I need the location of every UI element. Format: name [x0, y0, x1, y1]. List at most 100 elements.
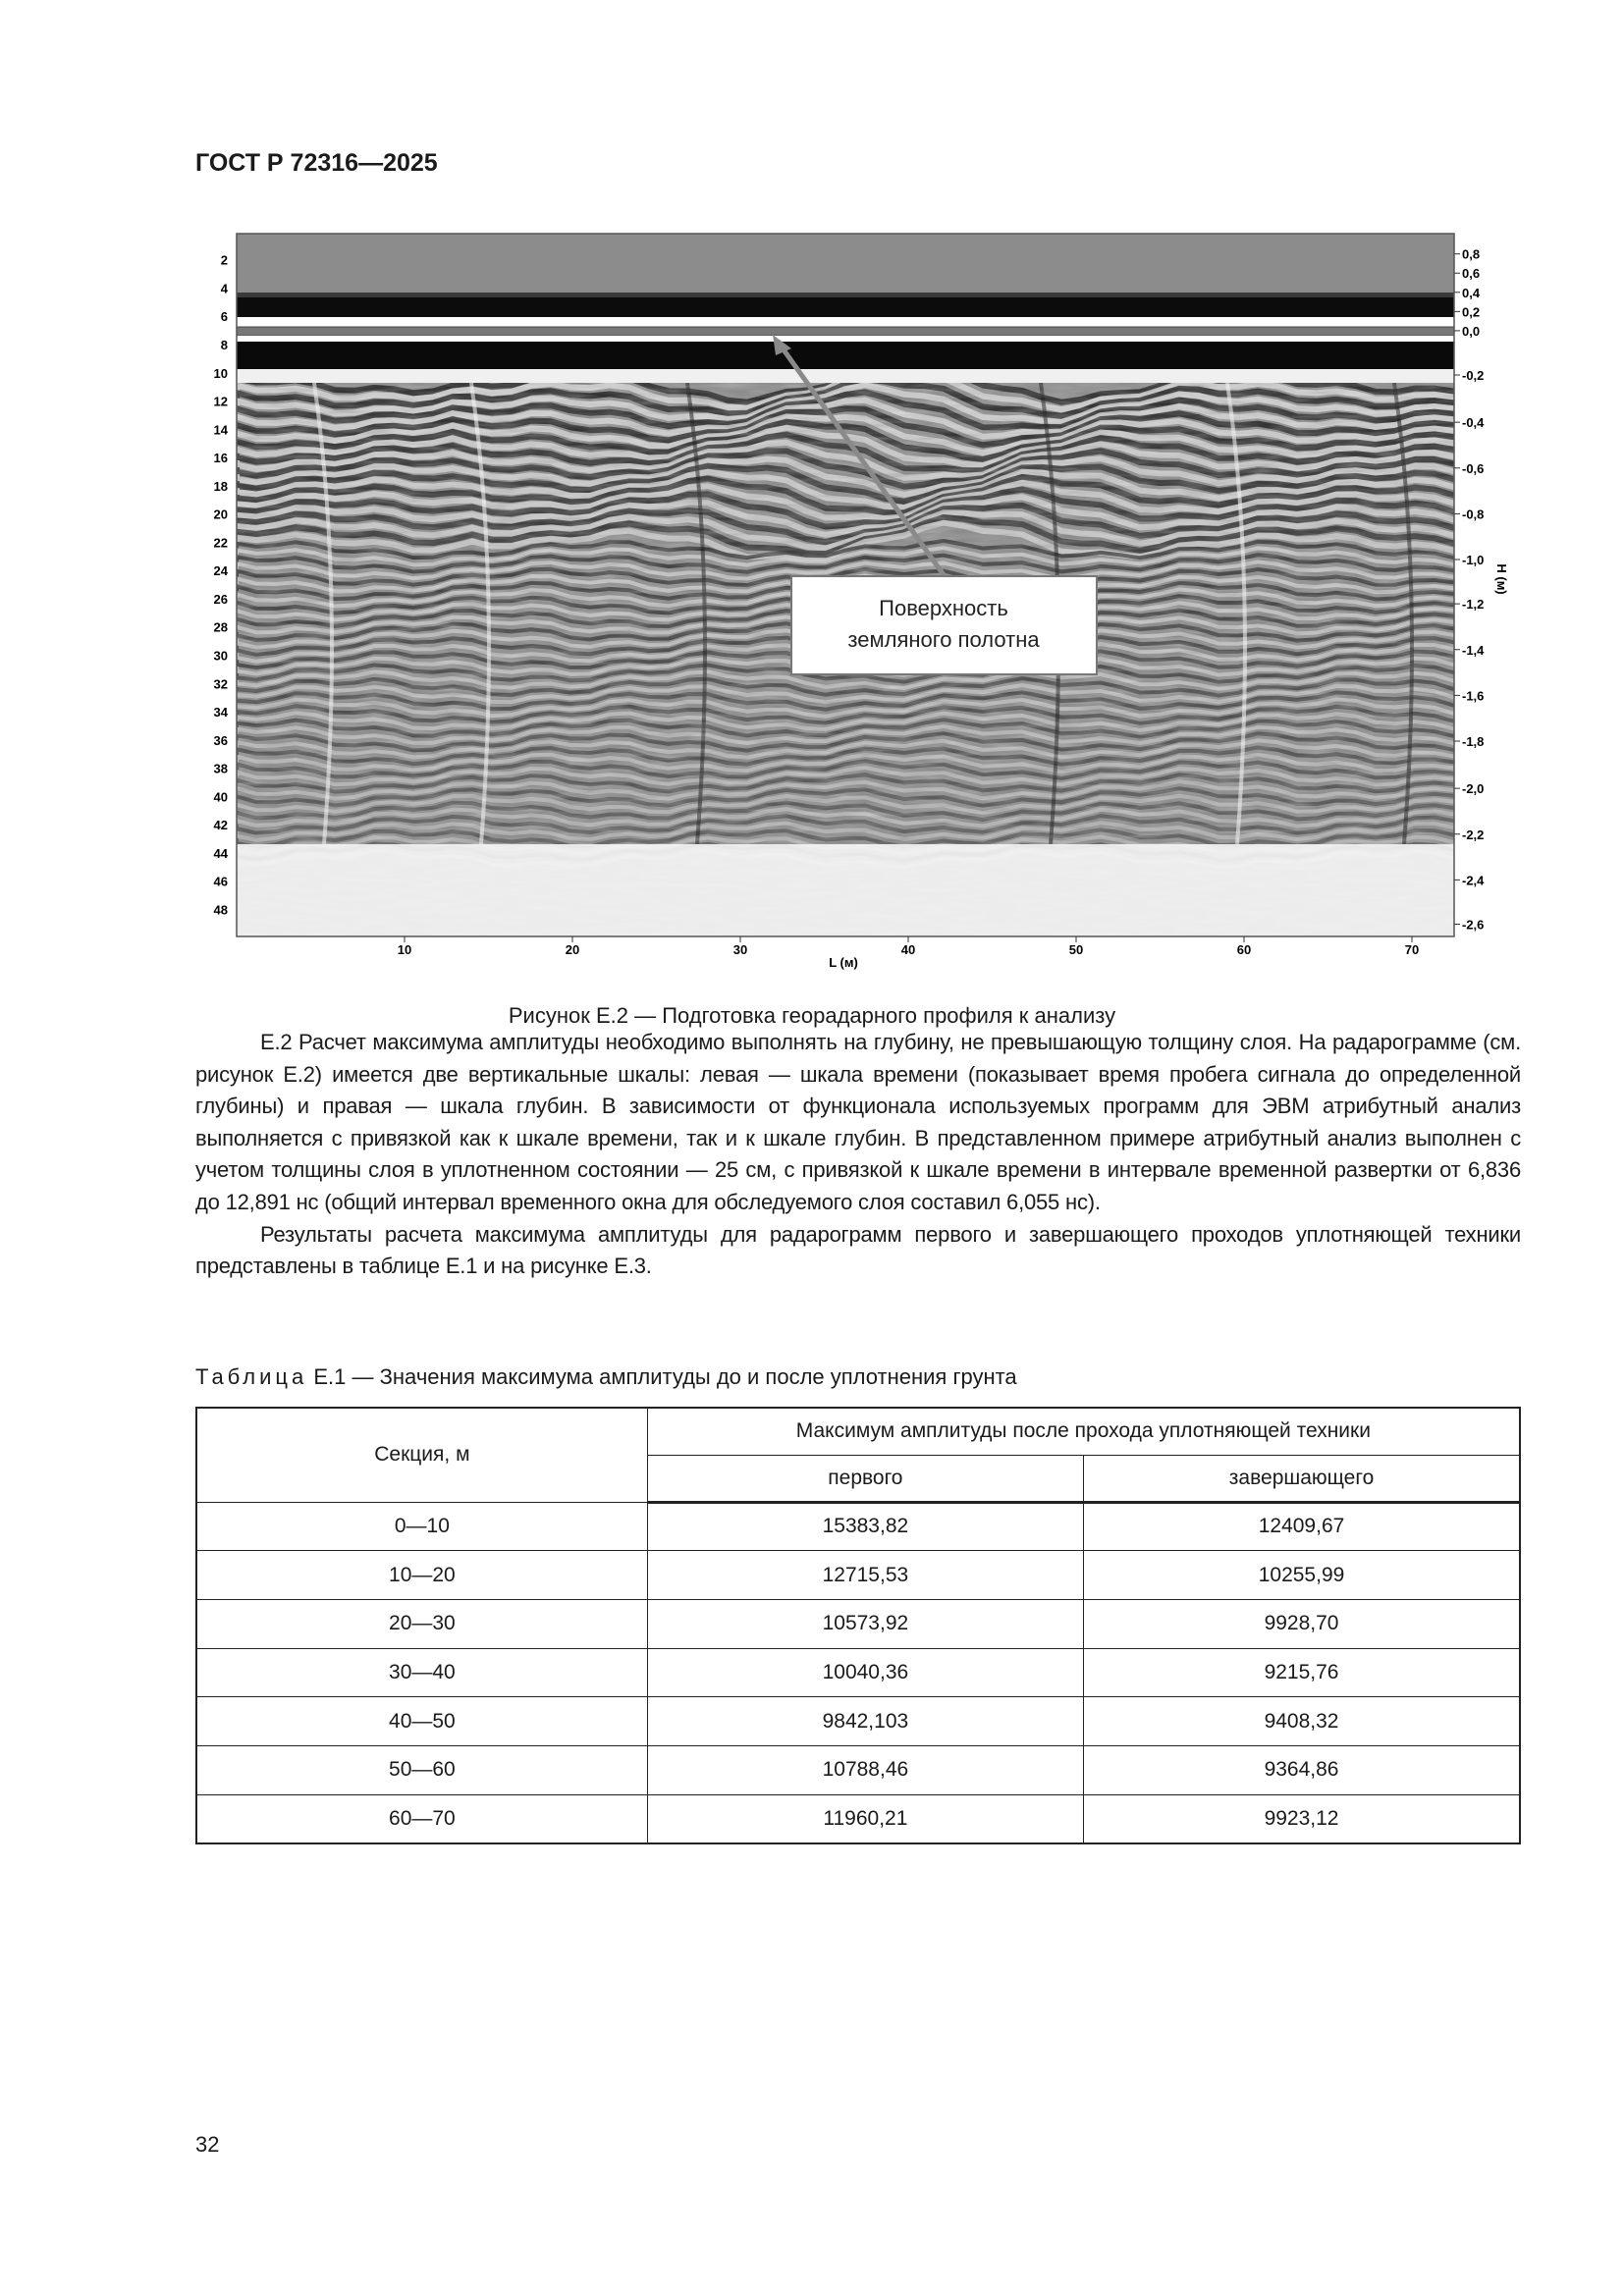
- header-first: первого: [646, 1454, 1085, 1504]
- left-tick-label: 34: [214, 705, 229, 720]
- left-tick-label: 42: [214, 818, 228, 832]
- radargram-figure: 2468101214161820222426283032343638404244…: [214, 233, 1509, 970]
- figure-caption: Рисунок Е.2 — Подготовка георадарного пр…: [508, 1003, 1116, 1028]
- header-group: Максимум амплитуды после прохода уплотня…: [646, 1407, 1521, 1456]
- left-tick-label: 20: [214, 507, 228, 522]
- left-tick-label: 10: [214, 366, 228, 381]
- x-tick-label: 30: [733, 942, 747, 957]
- left-tick-label: 32: [214, 676, 228, 691]
- right-tick-label: -1,0: [1462, 553, 1484, 567]
- cell-first: 10788,46: [646, 1744, 1085, 1795]
- paragraph-results: Результаты расчета максимума амплитуды д…: [195, 1221, 1521, 1279]
- right-tick-label: -1,4: [1462, 643, 1485, 658]
- right-tick-label: -1,2: [1462, 597, 1484, 612]
- cell-section: 40—50: [195, 1696, 648, 1746]
- annotation-line-1: Поверхность: [879, 596, 1008, 620]
- table-row: 0—10 15383,82 12409,67: [195, 1501, 1521, 1552]
- x-tick-label: 50: [1069, 942, 1083, 957]
- arrow-head-icon: [773, 335, 791, 355]
- annotation-arrow: [778, 344, 947, 578]
- left-tick-label: 14: [214, 422, 229, 437]
- annotation-box: [790, 575, 1098, 675]
- right-tick-label: -0,4: [1462, 415, 1485, 430]
- right-tick-label: 0,8: [1462, 247, 1480, 262]
- header-last: завершающего: [1083, 1454, 1521, 1504]
- left-tick-label: 26: [214, 592, 228, 607]
- right-tick-label: -2,2: [1462, 828, 1484, 842]
- cell-first: 12715,53: [646, 1550, 1085, 1600]
- right-tick-label: -2,0: [1462, 781, 1484, 796]
- cell-first: 10040,36: [646, 1647, 1085, 1698]
- table-row: 30—40 10040,36 9215,76: [195, 1647, 1521, 1698]
- left-tick-label: 40: [214, 789, 228, 804]
- amplitude-table: Секция, м Максимум амплитуды после прохо…: [195, 1407, 1521, 1844]
- cell-last: 9364,86: [1083, 1744, 1521, 1795]
- left-tick-label: 24: [214, 563, 229, 578]
- cell-section: 10—20: [195, 1550, 648, 1600]
- left-tick-label: 36: [214, 733, 228, 748]
- x-distance-axis: 10 20 30 40 50 60 70: [398, 936, 1419, 957]
- x-tick-label: 40: [901, 942, 915, 957]
- x-axis-label: L (м): [829, 955, 858, 970]
- cell-last: 9408,32: [1083, 1696, 1521, 1746]
- cell-last: 12409,67: [1083, 1501, 1521, 1552]
- cell-section: 30—40: [195, 1647, 648, 1698]
- right-tick-label: -0,2: [1462, 368, 1484, 383]
- left-tick-label: 46: [214, 875, 228, 889]
- cell-last: 9215,76: [1083, 1647, 1521, 1698]
- x-tick-label: 70: [1405, 942, 1419, 957]
- cell-section: 0—10: [195, 1501, 648, 1552]
- page-number: 32: [195, 2132, 220, 2157]
- right-tick-label: -1,6: [1462, 688, 1484, 703]
- cell-last: 9928,70: [1083, 1598, 1521, 1649]
- cell-first: 15383,82: [646, 1501, 1085, 1552]
- table-row: 20—30 10573,92 9928,70: [195, 1598, 1521, 1649]
- cell-section: 50—60: [195, 1744, 648, 1795]
- cell-last: 9923,12: [1083, 1793, 1521, 1844]
- cell-last: 10255,99: [1083, 1550, 1521, 1600]
- right-tick-label: 0,0: [1462, 324, 1480, 339]
- cell-first: 10573,92: [646, 1598, 1085, 1649]
- left-tick-label: 4: [221, 281, 229, 295]
- plot-frame: [236, 233, 1455, 937]
- left-tick-label: 44: [214, 846, 229, 861]
- cell-first: 11960,21: [646, 1793, 1085, 1844]
- x-tick-label: 60: [1237, 942, 1251, 957]
- body-text: Е.2 Расчет максимума амплитуды необходим…: [195, 1027, 1521, 1283]
- cell-section: 60—70: [195, 1793, 648, 1844]
- table-row: 40—50 9842,103 9408,32: [195, 1696, 1521, 1746]
- right-tick-label: -0,6: [1462, 461, 1484, 476]
- annotation-line-2: земляного полотна: [847, 627, 1040, 652]
- left-tick-label: 28: [214, 620, 228, 635]
- right-depth-axis: 0,8 0,6 0,4 0,2 0,0 -0,2 -0,4 -0,6 -0,8 -1,0 -1,2 -…: [1454, 247, 1485, 933]
- x-tick-label: 20: [566, 942, 579, 957]
- left-tick-label: 6: [221, 309, 228, 324]
- right-tick-label: 0,6: [1462, 266, 1480, 281]
- left-tick-label: 38: [214, 762, 228, 776]
- left-time-axis: 2468101214161820222426283032343638404244…: [214, 253, 229, 918]
- table-title-prefix: Таблица: [195, 1364, 308, 1389]
- left-tick-label: 8: [221, 338, 228, 352]
- radargram-image: [237, 234, 1454, 936]
- header-section: Секция, м: [195, 1407, 648, 1503]
- table-title-text: Е.1 — Значения максимума амплитуды до и …: [307, 1364, 1017, 1389]
- table-title: Таблица Е.1 — Значения максимума амплиту…: [195, 1364, 1017, 1390]
- left-tick-label: 16: [214, 451, 228, 465]
- right-tick-label: -2,4: [1462, 873, 1485, 887]
- right-tick-label: 0,4: [1462, 286, 1481, 300]
- table-row: 50—60 10788,46 9364,86: [195, 1744, 1521, 1795]
- table-row: 10—20 12715,53 10255,99: [195, 1550, 1521, 1600]
- left-tick-label: 18: [214, 479, 228, 494]
- x-tick-label: 10: [398, 942, 411, 957]
- right-tick-label: -2,6: [1462, 918, 1484, 933]
- right-tick-label: -0,8: [1462, 507, 1484, 521]
- left-tick-label: 48: [214, 902, 228, 917]
- left-tick-label: 22: [214, 535, 228, 550]
- cell-section: 20—30: [195, 1598, 648, 1649]
- cell-first: 9842,103: [646, 1696, 1085, 1746]
- right-tick-label: 0,2: [1462, 304, 1480, 319]
- right-axis-label: H (м): [1494, 563, 1509, 594]
- document-header: ГОСТ Р 72316—2025: [195, 149, 438, 177]
- paragraph-e2: Е.2 Расчет максимума амплитуды необходим…: [195, 1030, 1521, 1214]
- left-tick-label: 30: [214, 649, 228, 664]
